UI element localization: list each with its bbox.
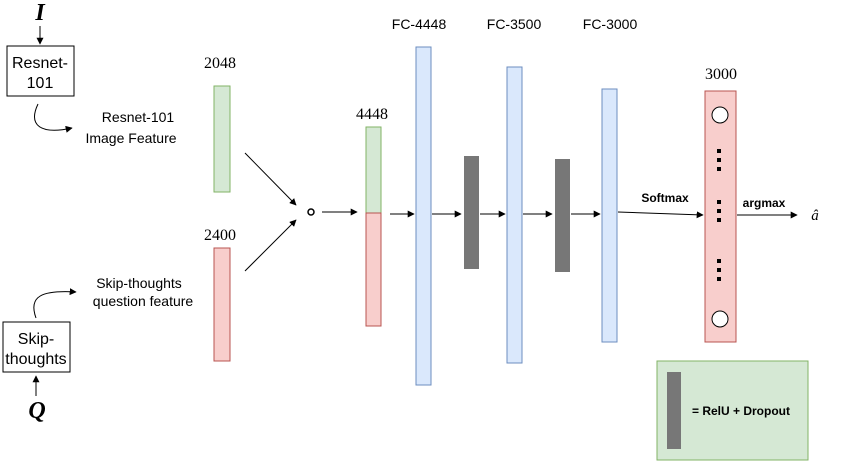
question-feature-label-line1: Skip-thoughts: [96, 275, 182, 291]
relu-dropout-block-1: [464, 156, 479, 269]
output-ellipsis-dots: [717, 149, 721, 281]
skipthoughts-encoder-box: Skip- thoughts: [2, 321, 71, 373]
softmax-label: Softmax: [641, 191, 689, 205]
output-node-top: [711, 106, 729, 124]
fc2-label: FC-3500: [487, 16, 542, 32]
output-node-bottom: [711, 310, 729, 328]
image-input-variable: I: [34, 0, 46, 26]
legend-swatch: [667, 372, 681, 449]
fc3-to-output-arrow: [617, 211, 704, 219]
resnet-box-line1: Resnet-: [12, 55, 68, 72]
fc3-layer: [601, 88, 618, 343]
image-feature-label-line2: Image Feature: [85, 130, 176, 146]
legend: = RelU + Dropout: [656, 360, 809, 461]
combined-feature-dim: 4448: [356, 106, 388, 123]
legend-text: = RelU + Dropout: [692, 404, 790, 418]
skipthoughts-output-curved-arrow: [33, 288, 77, 319]
relu-dropout-block-2: [555, 159, 570, 272]
answer-symbol: â: [811, 208, 819, 224]
fc2-layer: [506, 66, 523, 364]
resnet-encoder-box: Resnet- 101: [6, 45, 75, 97]
question-feature-vector: [213, 247, 231, 362]
output-dim: 3000: [705, 66, 737, 83]
image-feature-vector: [213, 85, 231, 193]
image-to-combine-arrow: [244, 152, 297, 206]
output-softmax-vector: [704, 90, 737, 343]
skipthoughts-box-line1: Skip-: [18, 331, 54, 348]
question-feature-label-line2: question feature: [93, 293, 194, 309]
combine-operator-icon: [307, 208, 315, 216]
resnet-output-curved-arrow: [34, 103, 73, 133]
question-input-variable: Q: [28, 398, 45, 424]
fc1-layer: [415, 46, 432, 386]
image-feature-label-line1: Resnet-101: [102, 109, 175, 125]
question-to-combine-arrow: [244, 219, 297, 272]
fc3-label: FC-3000: [583, 16, 638, 32]
question-feature-dim: 2400: [204, 227, 236, 244]
skipthoughts-box-line2: thoughts: [5, 351, 66, 368]
argmax-label: argmax: [743, 196, 786, 210]
image-feature-dim: 2048: [204, 55, 236, 72]
resnet-box-line2: 101: [27, 75, 54, 92]
fc1-label: FC-4448: [392, 16, 447, 32]
combined-feature-vector: [365, 126, 382, 327]
